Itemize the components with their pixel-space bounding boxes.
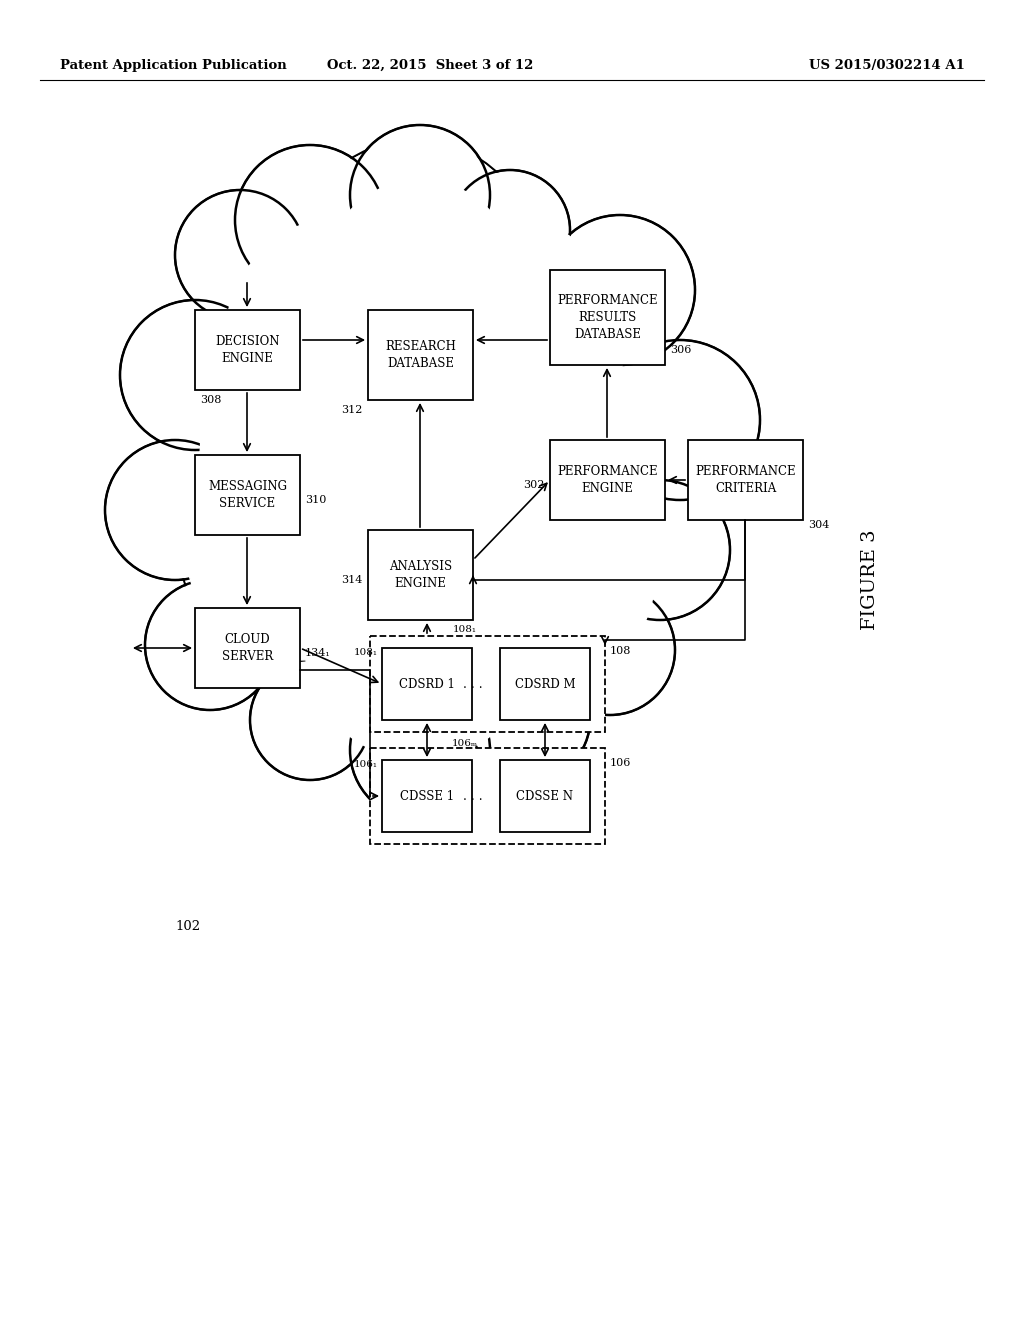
Circle shape <box>175 190 305 319</box>
Text: PERFORMANCE
RESULTS
DATABASE: PERFORMANCE RESULTS DATABASE <box>557 294 657 341</box>
Circle shape <box>200 230 640 671</box>
Text: 106: 106 <box>610 758 632 768</box>
Text: 134₁: 134₁ <box>305 648 331 657</box>
Circle shape <box>185 430 415 660</box>
Text: 310: 310 <box>305 495 327 506</box>
Circle shape <box>202 232 638 668</box>
Circle shape <box>319 180 520 380</box>
Text: . . .: . . . <box>463 789 482 803</box>
Text: DECISION
ENGINE: DECISION ENGINE <box>215 335 280 366</box>
Circle shape <box>297 143 534 378</box>
Circle shape <box>302 532 538 768</box>
Circle shape <box>425 459 655 690</box>
Circle shape <box>120 300 270 450</box>
Circle shape <box>122 302 268 447</box>
Bar <box>195 310 300 389</box>
Circle shape <box>295 140 535 380</box>
Circle shape <box>452 172 568 288</box>
Bar <box>368 310 473 400</box>
Text: ANALYSIS
ENGINE: ANALYSIS ENGINE <box>389 560 452 590</box>
Circle shape <box>375 215 625 465</box>
Circle shape <box>105 440 245 579</box>
Circle shape <box>250 660 370 780</box>
Bar <box>195 455 300 535</box>
Circle shape <box>182 432 418 668</box>
Circle shape <box>420 459 660 700</box>
Text: CLOUD
SERVER: CLOUD SERVER <box>222 634 273 663</box>
Circle shape <box>592 482 728 618</box>
Text: 304: 304 <box>808 520 829 531</box>
Circle shape <box>350 125 490 265</box>
Circle shape <box>547 216 693 363</box>
Circle shape <box>350 680 490 820</box>
Text: CDSRD M: CDSRD M <box>515 677 575 690</box>
Circle shape <box>352 127 488 263</box>
Bar <box>550 440 665 520</box>
Circle shape <box>450 170 570 290</box>
Bar <box>382 760 472 832</box>
Text: 102: 102 <box>175 920 200 933</box>
Circle shape <box>470 660 590 780</box>
Circle shape <box>177 191 303 318</box>
Circle shape <box>305 531 535 760</box>
Circle shape <box>237 147 383 293</box>
Circle shape <box>472 663 588 777</box>
Text: 306: 306 <box>670 345 691 355</box>
Circle shape <box>225 215 475 465</box>
Text: 108₁: 108₁ <box>354 648 378 657</box>
Circle shape <box>545 585 675 715</box>
Circle shape <box>545 215 695 366</box>
Circle shape <box>422 462 658 698</box>
Text: US 2015/0302214 A1: US 2015/0302214 A1 <box>809 58 965 71</box>
Text: Patent Application Publication: Patent Application Publication <box>60 58 287 71</box>
Circle shape <box>180 430 420 671</box>
Bar <box>382 648 472 719</box>
Text: MESSAGING
SERVICE: MESSAGING SERVICE <box>208 480 287 510</box>
Bar <box>500 648 590 719</box>
Circle shape <box>602 342 758 498</box>
Circle shape <box>352 682 488 818</box>
Circle shape <box>547 587 673 713</box>
Text: 308: 308 <box>200 395 221 405</box>
Circle shape <box>300 531 540 770</box>
Circle shape <box>322 182 518 378</box>
Circle shape <box>222 222 478 478</box>
Bar <box>195 609 300 688</box>
Circle shape <box>372 222 628 478</box>
Circle shape <box>106 442 243 578</box>
Text: CDSSE N: CDSSE N <box>516 789 573 803</box>
Circle shape <box>220 220 480 480</box>
Bar <box>688 440 803 520</box>
Circle shape <box>234 145 385 294</box>
Text: 106ₘ: 106ₘ <box>452 739 478 748</box>
Bar <box>500 760 590 832</box>
Text: Oct. 22, 2015  Sheet 3 of 12: Oct. 22, 2015 Sheet 3 of 12 <box>327 58 534 71</box>
Text: PERFORMANCE
CRITERIA: PERFORMANCE CRITERIA <box>695 465 796 495</box>
Text: 302: 302 <box>523 480 545 490</box>
Circle shape <box>370 220 630 480</box>
Bar <box>550 271 665 366</box>
Text: . . .: . . . <box>463 677 482 690</box>
Text: CDSSE 1: CDSSE 1 <box>400 789 454 803</box>
Text: RESEARCH
DATABASE: RESEARCH DATABASE <box>385 341 456 370</box>
Bar <box>368 531 473 620</box>
Circle shape <box>600 341 760 500</box>
Circle shape <box>147 582 273 708</box>
Circle shape <box>325 180 515 370</box>
Circle shape <box>252 663 368 777</box>
Text: 312: 312 <box>342 405 362 414</box>
Text: 108₁: 108₁ <box>453 624 477 634</box>
Text: 106₁: 106₁ <box>354 760 378 770</box>
Text: 108: 108 <box>610 645 632 656</box>
Text: PERFORMANCE
ENGINE: PERFORMANCE ENGINE <box>557 465 657 495</box>
Circle shape <box>200 246 630 675</box>
Text: CDSRD 1: CDSRD 1 <box>399 677 455 690</box>
Bar <box>370 636 605 733</box>
Text: 314: 314 <box>342 576 362 585</box>
Circle shape <box>145 579 275 710</box>
Circle shape <box>590 480 730 620</box>
Text: FIGURE 3: FIGURE 3 <box>861 529 879 631</box>
Bar <box>370 748 605 843</box>
